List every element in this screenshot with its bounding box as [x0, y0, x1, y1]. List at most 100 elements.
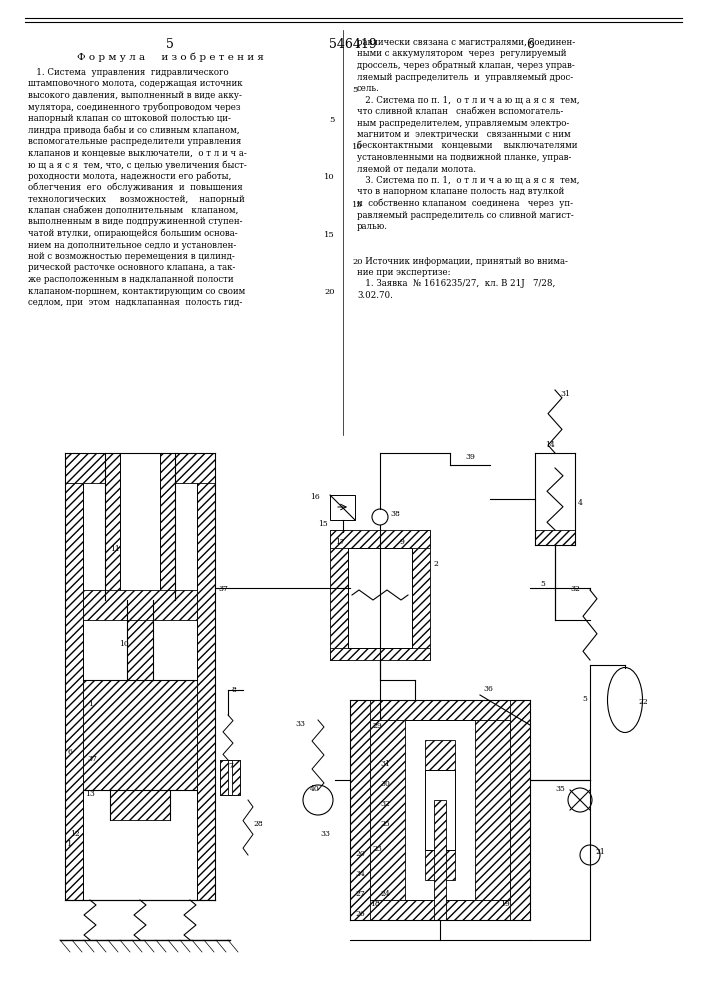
Text: ралью.: ралью. [357, 222, 388, 231]
Text: магнитом и  электрически   связанными с ним: магнитом и электрически связанными с ним [357, 130, 571, 139]
Text: что в напорном клапане полость над втулкой: что в напорном клапане полость над втулк… [357, 188, 564, 196]
Text: 33: 33 [295, 720, 305, 728]
Text: 16: 16 [310, 493, 320, 501]
Text: 18: 18 [370, 900, 380, 908]
Text: 20: 20 [352, 258, 363, 266]
Text: 29: 29 [372, 722, 382, 730]
Ellipse shape [607, 668, 643, 732]
Text: мулятора, соединенного трубопроводом через: мулятора, соединенного трубопроводом чер… [28, 103, 240, 112]
Text: ной с возможностью перемещения в цилинд-: ной с возможностью перемещения в цилинд- [28, 252, 235, 261]
Text: 15: 15 [325, 231, 335, 239]
Text: выполненным в виде подпружиненной ступен-: выполненным в виде подпружиненной ступен… [28, 218, 243, 227]
Bar [350, 700, 370, 920]
Text: ю щ а я с я  тем, что, с целью увеличения быст-: ю щ а я с я тем, что, с целью увеличения… [28, 160, 247, 169]
Text: 1: 1 [88, 700, 93, 708]
Bar [220, 760, 240, 795]
Bar [370, 720, 405, 900]
Text: седлом, при  этом  надклапанная  полость гид-: седлом, при этом надклапанная полость ги… [28, 298, 243, 307]
Bar [120, 453, 160, 600]
Text: что сливной клапан   снабжен вспомогатель-: что сливной клапан снабжен вспомогатель- [357, 107, 563, 116]
Text: Источник информации, принятый во внима-: Источник информации, принятый во внима- [357, 256, 568, 265]
Text: 15: 15 [352, 201, 363, 209]
Bar [535, 453, 575, 545]
Text: 37: 37 [87, 755, 97, 763]
Bar [160, 453, 175, 600]
Bar [535, 453, 575, 468]
Text: дроссель, через обратный клапан, через управ-: дроссель, через обратный клапан, через у… [357, 61, 575, 70]
Text: 9: 9 [400, 538, 405, 546]
Text: 28: 28 [253, 820, 263, 828]
Bar [434, 800, 446, 920]
Text: 32: 32 [570, 585, 580, 593]
Text: 8: 8 [232, 686, 237, 694]
Bar [65, 453, 83, 900]
Text: 5: 5 [329, 116, 335, 124]
Bar [83, 680, 197, 790]
Text: 1: 1 [67, 840, 72, 848]
Bar [110, 790, 170, 820]
Text: 31: 31 [380, 760, 390, 768]
Text: 13: 13 [85, 790, 95, 798]
Text: 5: 5 [166, 38, 174, 51]
Text: 12: 12 [70, 830, 80, 838]
Bar [350, 900, 530, 920]
Text: равлически связана с магистралями, соединен-: равлически связана с магистралями, соеди… [357, 38, 575, 47]
Text: 5: 5 [352, 86, 357, 94]
Text: напорный клапан со штоковой полостью ци-: напорный клапан со штоковой полостью ци- [28, 114, 231, 123]
Text: 10: 10 [119, 640, 129, 648]
Text: ние при экспертизе:: ние при экспертизе: [357, 268, 450, 277]
Text: 1. Заявка  № 1616235/27,  кл. B 21J   7/28,: 1. Заявка № 1616235/27, кл. B 21J 7/28, [357, 279, 556, 288]
Text: роходности молота, надежности его работы,: роходности молота, надежности его работы… [28, 172, 231, 181]
Text: 32: 32 [380, 800, 390, 808]
Text: 24: 24 [380, 890, 390, 898]
Text: 25: 25 [380, 820, 390, 828]
Text: 20: 20 [355, 850, 365, 858]
Bar [475, 720, 510, 900]
Text: же расположенным в надклапанной полости: же расположенным в надклапанной полости [28, 275, 233, 284]
Text: клапан снабжен дополнительным   клапаном,: клапан снабжен дополнительным клапаном, [28, 206, 238, 215]
Text: 3.02.70.: 3.02.70. [357, 291, 393, 300]
Text: высокого давления, выполненный в виде акку-: высокого давления, выполненный в виде ак… [28, 91, 242, 100]
Text: чатой втулки, опирающейся большим основа-: чатой втулки, опирающейся большим основа… [28, 229, 238, 238]
Bar [510, 700, 530, 920]
Text: ными с аккумулятором  через  регулируемый: ными с аккумулятором через регулируемый [357, 49, 566, 58]
Text: 19: 19 [500, 900, 510, 908]
Bar [425, 850, 455, 880]
Text: ляемый распределитель  и  управляемый дрос-: ляемый распределитель и управляемый дрос… [357, 73, 573, 82]
Text: 4: 4 [578, 499, 583, 507]
Bar [83, 453, 197, 900]
Text: 10: 10 [352, 143, 363, 151]
Bar [370, 720, 510, 900]
Bar [330, 530, 430, 548]
Text: 30: 30 [380, 780, 390, 788]
Text: 35: 35 [555, 785, 565, 793]
Bar [348, 548, 412, 648]
Text: ным распределителем, управляемым электро-: ным распределителем, управляемым электро… [357, 118, 569, 127]
Text: 39: 39 [465, 453, 475, 461]
Bar [220, 760, 228, 795]
Text: 1. Система  управления  гидравлического: 1. Система управления гидравлического [28, 68, 228, 77]
Text: 40: 40 [310, 785, 320, 793]
Text: 26: 26 [355, 910, 365, 918]
Bar [330, 530, 348, 660]
Text: рической расточке основного клапана, а так-: рической расточке основного клапана, а т… [28, 263, 235, 272]
Text: ляемой от педали молота.: ляемой от педали молота. [357, 164, 476, 174]
Text: 10: 10 [325, 173, 335, 181]
Text: 22: 22 [638, 698, 648, 706]
Text: 6: 6 [526, 38, 534, 51]
Text: 11: 11 [110, 545, 119, 553]
Bar [105, 453, 120, 600]
Bar [127, 600, 153, 680]
Text: 21: 21 [595, 848, 604, 856]
Text: 31: 31 [560, 390, 570, 398]
Bar [350, 700, 530, 720]
Bar [83, 590, 197, 620]
Text: 38: 38 [390, 510, 400, 518]
Text: 34: 34 [355, 870, 365, 878]
Text: 3. Система по п. 1,  о т л и ч а ю щ а я с я  тем,: 3. Система по п. 1, о т л и ч а ю щ а я … [357, 176, 580, 185]
Text: Ф о р м у л а     и з о б р е т е н и я: Ф о р м у л а и з о б р е т е н и я [76, 52, 264, 62]
Text: 20: 20 [325, 288, 335, 296]
Text: равляемый распределитель со сливной магист-: равляемый распределитель со сливной маги… [357, 211, 574, 220]
Text: 15: 15 [318, 520, 328, 528]
Text: 2: 2 [433, 560, 438, 568]
